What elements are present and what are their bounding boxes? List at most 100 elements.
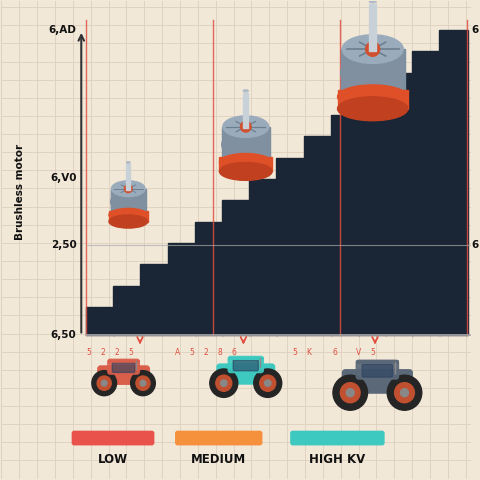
Bar bbox=[195, 222, 223, 336]
Bar bbox=[86, 307, 114, 336]
Bar bbox=[412, 51, 441, 336]
Circle shape bbox=[136, 376, 150, 390]
Text: 5: 5 bbox=[86, 348, 91, 357]
Circle shape bbox=[124, 185, 132, 192]
Circle shape bbox=[92, 371, 117, 396]
Text: MEDIUM: MEDIUM bbox=[191, 453, 246, 466]
Bar bbox=[349, 49, 352, 97]
FancyBboxPatch shape bbox=[228, 357, 264, 372]
Bar bbox=[222, 200, 250, 336]
Text: 6: 6 bbox=[471, 240, 479, 250]
Text: 2: 2 bbox=[100, 348, 105, 357]
Bar bbox=[385, 72, 413, 336]
Bar bbox=[243, 93, 248, 129]
Ellipse shape bbox=[370, 0, 376, 3]
Text: 6,50: 6,50 bbox=[51, 330, 77, 340]
Text: V: V bbox=[356, 348, 361, 357]
Bar bbox=[393, 49, 396, 97]
Bar bbox=[331, 115, 359, 336]
Text: K: K bbox=[307, 348, 312, 357]
Text: 5: 5 bbox=[370, 348, 375, 357]
Bar bbox=[343, 49, 346, 97]
Ellipse shape bbox=[219, 154, 272, 171]
Circle shape bbox=[240, 121, 251, 132]
Circle shape bbox=[387, 375, 422, 410]
Bar bbox=[128, 189, 129, 215]
Bar bbox=[121, 189, 122, 215]
FancyBboxPatch shape bbox=[233, 360, 258, 371]
Bar bbox=[134, 189, 135, 215]
FancyBboxPatch shape bbox=[98, 366, 149, 384]
Ellipse shape bbox=[337, 85, 408, 109]
Bar bbox=[337, 90, 408, 109]
Bar bbox=[112, 189, 114, 215]
Bar bbox=[349, 49, 352, 97]
Text: Brushless motor: Brushless motor bbox=[15, 144, 25, 240]
FancyBboxPatch shape bbox=[217, 364, 275, 384]
Bar bbox=[383, 49, 386, 97]
Circle shape bbox=[333, 375, 368, 410]
Circle shape bbox=[97, 376, 111, 390]
FancyBboxPatch shape bbox=[362, 364, 393, 377]
Bar bbox=[303, 136, 332, 336]
Text: 6: 6 bbox=[333, 348, 337, 357]
Bar bbox=[266, 127, 268, 162]
FancyBboxPatch shape bbox=[291, 432, 384, 445]
Bar bbox=[228, 127, 230, 162]
Circle shape bbox=[346, 389, 354, 396]
Bar bbox=[144, 189, 146, 215]
Bar bbox=[358, 94, 386, 336]
Bar bbox=[140, 264, 168, 336]
Text: 5: 5 bbox=[189, 348, 194, 357]
Circle shape bbox=[264, 380, 271, 386]
FancyBboxPatch shape bbox=[176, 432, 262, 445]
Bar bbox=[399, 49, 402, 97]
Ellipse shape bbox=[109, 208, 148, 221]
Bar bbox=[371, 49, 374, 97]
FancyBboxPatch shape bbox=[356, 360, 398, 379]
Bar bbox=[268, 127, 270, 162]
Circle shape bbox=[395, 383, 414, 403]
Bar bbox=[113, 286, 141, 336]
Bar bbox=[111, 189, 112, 215]
Bar bbox=[139, 189, 141, 215]
Bar bbox=[228, 127, 230, 162]
Bar bbox=[370, 4, 376, 51]
Bar bbox=[383, 49, 386, 97]
Bar bbox=[371, 49, 374, 97]
Bar bbox=[440, 30, 468, 336]
Bar bbox=[249, 179, 277, 336]
Text: A: A bbox=[175, 348, 180, 357]
Bar bbox=[341, 49, 344, 97]
Bar bbox=[223, 127, 269, 162]
Circle shape bbox=[101, 380, 107, 386]
Text: 2,50: 2,50 bbox=[51, 240, 77, 250]
Circle shape bbox=[254, 369, 282, 397]
Bar bbox=[360, 49, 362, 97]
Bar bbox=[343, 49, 346, 97]
Bar bbox=[143, 189, 144, 215]
Ellipse shape bbox=[243, 90, 248, 92]
Circle shape bbox=[140, 380, 146, 386]
Bar bbox=[261, 127, 263, 162]
Bar bbox=[276, 158, 304, 336]
Bar bbox=[342, 49, 403, 97]
Bar bbox=[112, 189, 114, 215]
Bar bbox=[121, 189, 122, 215]
FancyBboxPatch shape bbox=[108, 360, 139, 374]
Bar bbox=[116, 189, 117, 215]
FancyBboxPatch shape bbox=[72, 432, 154, 445]
Circle shape bbox=[216, 375, 232, 391]
Circle shape bbox=[400, 389, 408, 396]
Text: 6: 6 bbox=[231, 348, 237, 357]
Bar bbox=[236, 127, 238, 162]
Bar bbox=[402, 49, 405, 97]
Ellipse shape bbox=[109, 215, 148, 228]
Bar bbox=[266, 127, 268, 162]
Bar bbox=[245, 127, 247, 162]
FancyBboxPatch shape bbox=[342, 370, 412, 393]
Bar bbox=[399, 49, 402, 97]
Bar bbox=[143, 189, 144, 215]
Bar bbox=[109, 211, 148, 221]
Text: 6,V0: 6,V0 bbox=[50, 173, 77, 183]
